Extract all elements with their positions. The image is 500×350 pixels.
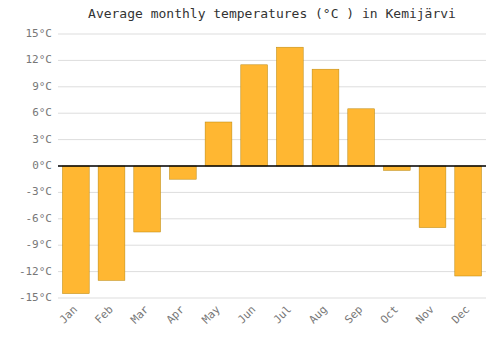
x-tick-label: Jul xyxy=(271,303,294,326)
y-tick-label: 0°C xyxy=(32,159,52,172)
chart-container: -15°C -12°C -9°C -6°C -3°C 0°C 3°C 6°C 9°C 12°C 15… xyxy=(0,0,500,350)
y-tick-label: 9°C xyxy=(32,80,52,93)
grid-line xyxy=(58,60,486,61)
x-tick-label: Sep xyxy=(342,303,365,326)
y-tick-label: 6°C xyxy=(32,106,52,119)
y-tick-label: 3°C xyxy=(32,133,52,146)
x-tick-label: Mar xyxy=(128,303,152,327)
bar xyxy=(134,166,161,232)
grid-line xyxy=(58,34,486,35)
grid-line xyxy=(58,113,486,114)
y-tick-label: -9°C xyxy=(26,238,53,251)
bar xyxy=(241,65,268,166)
x-tick-label: Nov xyxy=(413,303,437,327)
x-tick-label: Feb xyxy=(92,303,115,326)
bar xyxy=(169,166,196,179)
chart: -15°C -12°C -9°C -6°C -3°C 0°C 3°C 6°C 9°C 12°C 15… xyxy=(0,0,500,350)
y-tick-label: -3°C xyxy=(26,185,53,198)
bar xyxy=(98,166,125,280)
zero-line xyxy=(58,165,486,167)
y-tick-label: -12°C xyxy=(19,265,52,278)
bar xyxy=(62,166,89,294)
x-tick-label: May xyxy=(199,303,223,327)
bars xyxy=(62,47,481,293)
title: Average monthly temperatures (°C ) in Ke… xyxy=(88,6,456,21)
y-axis: -15°C -12°C -9°C -6°C -3°C 0°C 3°C 6°C 9°C 12°C 15… xyxy=(19,27,52,304)
x-tick-label: Oct xyxy=(378,303,401,326)
grid-line xyxy=(58,139,486,140)
x-tick-label: Apr xyxy=(164,303,188,327)
bar xyxy=(348,109,375,166)
bar xyxy=(205,122,232,166)
y-tick-label: -6°C xyxy=(26,212,53,225)
y-tick-label: 15°C xyxy=(26,27,53,40)
x-tick-label: Aug xyxy=(306,303,329,326)
x-tick-label: Jan xyxy=(57,303,80,326)
bar xyxy=(276,47,303,166)
bar xyxy=(455,166,482,276)
grid-line xyxy=(58,166,486,167)
bar xyxy=(312,69,339,166)
y-grid xyxy=(58,34,486,298)
y-tick-label: 12°C xyxy=(26,53,53,66)
grid-line xyxy=(58,298,486,299)
x-tick-label: Dec xyxy=(449,303,472,326)
grid-line xyxy=(58,86,486,87)
bar xyxy=(419,166,446,228)
x-tick-label: Jun xyxy=(235,303,258,326)
y-tick-label: -15°C xyxy=(19,291,52,304)
x-axis: Jan Feb Mar Apr May Jun Jul Aug Sep Oct Nov Dec xyxy=(57,303,473,327)
